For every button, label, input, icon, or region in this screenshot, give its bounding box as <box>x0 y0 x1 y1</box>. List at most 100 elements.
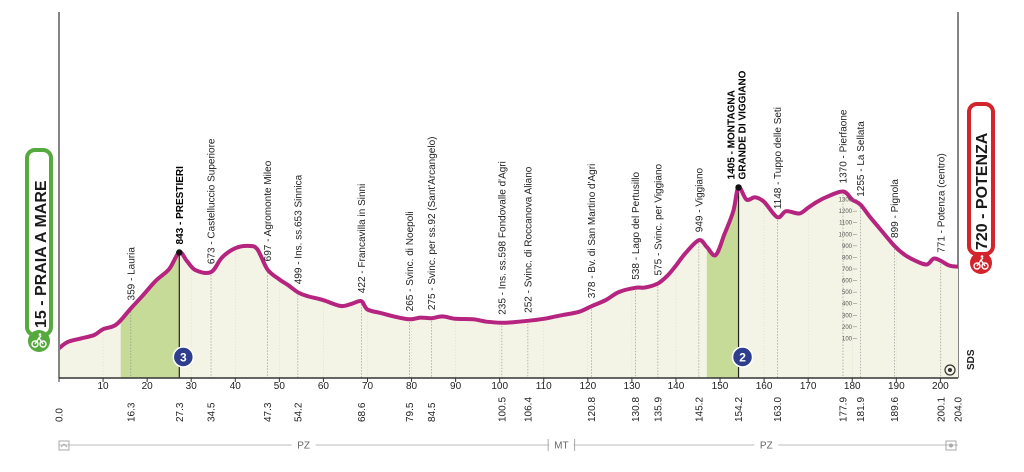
waypoint-km-label: 79.5 <box>405 402 416 422</box>
altitude-tick-label: 700 <box>842 267 853 273</box>
region-label: MT <box>554 441 568 452</box>
waypoint-km-label: 135.9 <box>653 397 664 422</box>
region-label: PZ <box>760 441 773 452</box>
altitude-tick-label: 500 <box>842 290 853 296</box>
summit-dot <box>735 184 742 191</box>
start-label: 15 - PRAIA A MARE <box>33 180 50 328</box>
summit-dot <box>176 249 183 256</box>
waypoint-label: 575 - Svinc. per Viggiano <box>653 163 664 275</box>
waypoint-km-label: 200.1 <box>936 397 947 422</box>
waypoint-label: 378 - Bv. di San Martino d'Agri <box>587 164 598 299</box>
x-tick-label: 190 <box>888 381 905 392</box>
climb-area-2 <box>706 187 739 378</box>
waypoint-label: 265 - Svinc. di Noepoli <box>405 211 416 311</box>
waypoint-km-label: 34.5 <box>207 402 218 422</box>
profile-layer <box>60 185 958 378</box>
kom-badge-number: 2 <box>739 351 746 365</box>
waypoint-km-label: 181.9 <box>856 397 867 422</box>
waypoint-label: 1370 - Pierfaone <box>838 109 849 183</box>
profile-line <box>60 185 958 351</box>
finish-badge: 720 - POTENZA <box>967 102 995 274</box>
finish-label: 720 - POTENZA <box>974 132 991 250</box>
altitude-scale: 100 200 300 400 500 600 700 800 900 1000 1100 1200 1… <box>839 198 857 342</box>
x-tick-label: 10 <box>98 381 110 392</box>
waypoint-label: 697 - Agromonte Mileo <box>263 160 274 261</box>
region-label: PZ <box>297 441 310 452</box>
waypoint-km-label: 145.2 <box>694 397 705 422</box>
km-end-label: 204.0 <box>954 397 965 422</box>
waypoint-km-label: 120.8 <box>587 397 598 422</box>
waypoint-vertical-lines <box>102 187 942 378</box>
kom-badge-number: 3 <box>180 351 187 365</box>
kom-badge-2: 2 <box>731 346 754 368</box>
bar-start-icon <box>58 440 70 451</box>
x-tick-label: 200 <box>932 381 949 392</box>
x-tick-label: 50 <box>274 381 286 392</box>
x-tick-label: 100 <box>491 381 508 392</box>
waypoint-label: 843 - PRESTIERI <box>175 166 186 245</box>
altitude-tick-label: 300 <box>842 313 853 319</box>
x-tick-label: 170 <box>800 381 817 392</box>
start-badge: 15 - PRAIA A MARE <box>25 148 53 352</box>
region-label-bg <box>754 439 779 451</box>
altitude-tick-label: 1000 <box>839 232 853 238</box>
x-tick-label: 90 <box>450 381 462 392</box>
waypoint-label: 771 - Potenza (centro) <box>936 153 947 253</box>
waypoint-label: 1148 - Tuppo delle Seti <box>773 107 784 209</box>
waypoint-label: 499 - Ins. ss.653 Sinnica <box>293 174 304 284</box>
x-axis-ticks: 10 20 30 40 50 60 70 80 90 100 110 120 130 140 150 160 1… <box>58 378 949 392</box>
waypoint-label: 359 - Lauria <box>126 247 137 301</box>
region-bar: PZ MT PZ <box>59 439 958 452</box>
altitude-tick-label: 1300 <box>839 198 853 204</box>
x-tick-label: 30 <box>186 381 198 392</box>
altitude-tick-label: 400 <box>842 302 853 308</box>
kom-badge-circle <box>731 346 754 368</box>
waypoint-km-label: 177.9 <box>838 397 849 422</box>
kom-badge-3: 3 <box>172 346 195 368</box>
x-tick-label: 140 <box>668 381 685 392</box>
region-label-bg <box>291 439 316 451</box>
x-tick-label: 180 <box>844 381 861 392</box>
waypoint-km-label: 27.3 <box>175 402 186 422</box>
x-tick-label: 110 <box>536 381 552 392</box>
altitude-tick-label: 900 <box>842 244 853 250</box>
waypoint-km-label: 84.5 <box>427 402 438 422</box>
waypoint-km-label: 130.8 <box>631 397 642 422</box>
waypoint-km-label: 47.3 <box>263 402 274 422</box>
climb-fills <box>120 187 739 378</box>
altitude-tick-label: 100 <box>842 336 853 342</box>
x-tick-label: 70 <box>362 381 374 392</box>
altitude-tick-label: 1100 <box>839 221 853 227</box>
x-tick-label: 160 <box>756 381 773 392</box>
waypoint-label-line2: GRANDE DI VIGGIANO <box>738 70 749 179</box>
waypoint-label: 1255 - La Sellata <box>856 121 867 197</box>
kom-badge-circle <box>172 346 195 368</box>
waypoint-label: 252 - Svinc. di Roccanova Aliano <box>523 166 534 313</box>
waypoint-label: 538 - Lago del Pertusillo <box>631 171 642 279</box>
waypoint-km-label: 106.4 <box>523 397 534 422</box>
x-tick-label: 40 <box>230 381 242 392</box>
km-start-label: 0.0 <box>55 408 66 422</box>
waypoint-label: 275 - Svinc. per ss.92 (Sant'Arcangelo) <box>427 137 438 311</box>
cyclist-icon <box>970 252 992 274</box>
x-tick-label: 150 <box>712 381 729 392</box>
waypoint-label: 899 - Pignola <box>890 179 901 238</box>
waypoint-km-label: 163.0 <box>773 397 784 422</box>
waypoint-km-label: 154.2 <box>734 397 745 422</box>
waypoint-labels: 359 - Lauria 843 - PRESTIERI 673 - Castell… <box>126 70 947 314</box>
waypoint-label: 1405 - MONTAGNA <box>727 90 738 179</box>
altitude-tick-label: 1200 <box>839 209 853 215</box>
bar-end-icon <box>945 440 957 451</box>
x-tick-label: 120 <box>579 381 596 392</box>
waypoint-label: 422 - Francavilla in Sinni <box>357 184 368 294</box>
region-label-bg <box>549 439 574 451</box>
finish-target-icon <box>944 364 956 376</box>
x-tick-label: 60 <box>318 381 330 392</box>
waypoint-km-label: 16.3 <box>126 402 137 422</box>
waypoint-km-label: 100.5 <box>497 397 508 422</box>
waypoint-km-label: 189.6 <box>890 397 901 422</box>
profile-area <box>60 187 958 378</box>
altitude-tick-label: 600 <box>842 279 853 285</box>
